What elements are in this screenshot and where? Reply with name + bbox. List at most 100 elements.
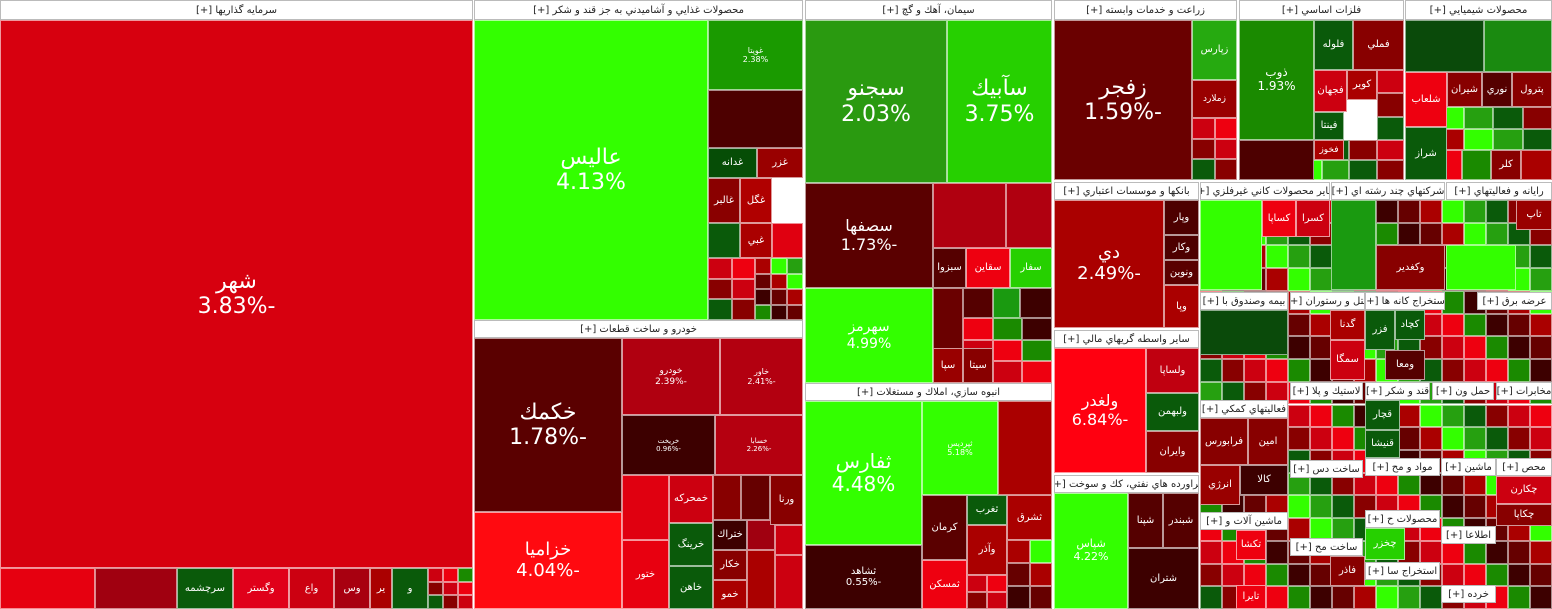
- stock-tile[interactable]: سقاين: [966, 248, 1010, 288]
- sector-header[interactable]: محص [+]: [1496, 458, 1552, 476]
- stock-tile[interactable]: وآذر: [967, 525, 1007, 575]
- sector-header[interactable]: فلزات اساسي [+]: [1239, 0, 1404, 20]
- stock-tile[interactable]: ثفارس 4.48%: [805, 401, 922, 545]
- stock-tile[interactable]: سفار: [1010, 248, 1052, 288]
- sector-header[interactable]: بانكها و موسسات اعتباري [+]: [1054, 182, 1199, 200]
- stock-tile[interactable]: فاذر: [1330, 556, 1365, 586]
- stock-tile[interactable]: شپنا: [1128, 493, 1163, 548]
- stock-tile[interactable]: سآبيك 3.75%: [947, 20, 1052, 183]
- stock-tile[interactable]: و: [392, 568, 428, 609]
- stock-tile[interactable]: ولساپا: [1146, 348, 1199, 393]
- stock-tile[interactable]: كلر: [1491, 150, 1521, 180]
- stock-tile[interactable]: ثشاهد -0.55%: [805, 545, 922, 609]
- sector-header[interactable]: زراعت و خدمات وابسته [+]: [1054, 0, 1237, 20]
- stock-tile[interactable]: كساپا: [1262, 200, 1296, 237]
- stock-tile[interactable]: ذوب 1.93%: [1239, 20, 1314, 140]
- sector-header[interactable]: محصولات غذايي و آشاميدني به جز قند و شكر…: [474, 0, 803, 20]
- stock-tile[interactable]: كوير: [1347, 70, 1377, 100]
- sector-header[interactable]: انبوه سازي، املاك و مستغلات [+]: [805, 383, 1052, 401]
- stock-tile[interactable]: وكغدير: [1376, 245, 1445, 290]
- stock-tile[interactable]: چكارن: [1496, 476, 1552, 504]
- stock-tile[interactable]: فزر: [1365, 310, 1395, 350]
- sector-header[interactable]: عرضه برق [+]: [1477, 292, 1552, 310]
- stock-tile[interactable]: كچاد: [1395, 310, 1425, 340]
- stock-tile[interactable]: خريخت -0.96%: [622, 415, 715, 475]
- stock-tile[interactable]: فخوز: [1314, 140, 1344, 160]
- stock-tile[interactable]: چخزر: [1365, 528, 1405, 560]
- stock-tile[interactable]: ولغدر -6.84%: [1054, 348, 1146, 473]
- stock-tile[interactable]: زملارد: [1192, 80, 1237, 118]
- stock-tile[interactable]: شلعاب: [1405, 72, 1447, 127]
- stock-tile[interactable]: زفجر -1.59%: [1054, 20, 1192, 180]
- stock-tile[interactable]: فلوله: [1314, 20, 1353, 70]
- stock-tile[interactable]: خاهن: [669, 566, 713, 609]
- stock-tile[interactable]: خودرو -2.39%: [622, 338, 720, 415]
- stock-tile[interactable]: پترول: [1512, 72, 1552, 107]
- stock-tile[interactable]: ولبهمن: [1146, 393, 1199, 431]
- stock-tile[interactable]: خكار: [713, 550, 747, 580]
- stock-tile[interactable]: سهرمز 4.99%: [805, 288, 933, 383]
- stock-tile[interactable]: سيتا: [963, 348, 993, 383]
- stock-tile[interactable]: نوري: [1482, 72, 1512, 107]
- stock-tile[interactable]: كرمان: [922, 495, 967, 560]
- stock-tile[interactable]: كالا: [1240, 465, 1288, 495]
- stock-tile[interactable]: وس: [334, 568, 370, 609]
- stock-tile[interactable]: غگل: [740, 178, 772, 223]
- sector-header[interactable]: ساير محصولات كاني غيرفلزي [+]: [1200, 182, 1330, 200]
- stock-tile[interactable]: خكمك -1.78%: [474, 338, 622, 512]
- stock-tile[interactable]: تايرا: [1236, 585, 1266, 609]
- stock-tile[interactable]: ختور: [622, 540, 669, 609]
- stock-tile[interactable]: قچار: [1365, 400, 1400, 430]
- stock-tile[interactable]: سمگا: [1330, 340, 1365, 380]
- stock-tile[interactable]: زپارس: [1192, 20, 1237, 80]
- stock-tile[interactable]: شپاس 4.22%: [1054, 493, 1128, 609]
- stock-tile[interactable]: خسابا -2.26%: [715, 415, 803, 475]
- stock-tile[interactable]: گدنا: [1330, 310, 1365, 340]
- stock-tile[interactable]: غويتا 2.38%: [708, 20, 803, 90]
- stock-tile[interactable]: ختراك: [713, 520, 747, 550]
- sector-header[interactable]: ساير واسطه گريهاي مالي [+]: [1054, 330, 1199, 348]
- sector-header[interactable]: استخراج سا [+]: [1365, 562, 1440, 580]
- stock-tile[interactable]: وكار: [1164, 235, 1199, 260]
- stock-tile[interactable]: وپا: [1164, 285, 1199, 328]
- stock-tile[interactable]: فملي: [1353, 20, 1404, 70]
- stock-tile[interactable]: شبندر: [1163, 493, 1199, 548]
- stock-tile[interactable]: سصفها -1.73%: [805, 183, 933, 288]
- stock-tile[interactable]: دي -2.49%: [1054, 200, 1164, 328]
- sector-header[interactable]: ماشين [+]: [1441, 458, 1496, 476]
- sector-header[interactable]: بيمه وصندوق با [+]: [1200, 292, 1288, 310]
- stock-tile[interactable]: خاور -2.41%: [720, 338, 803, 415]
- stock-tile[interactable]: غالبر: [708, 178, 740, 223]
- sector-header[interactable]: لاستيك و پلا [+]: [1290, 382, 1363, 400]
- stock-tile[interactable]: خزاميا -4.04%: [474, 512, 622, 609]
- stock-tile[interactable]: عاليس 4.13%: [474, 20, 708, 320]
- sector-header[interactable]: مخابرات [+]: [1496, 382, 1552, 400]
- stock-tile[interactable]: خرينگ: [669, 523, 713, 566]
- sector-header[interactable]: خرده [+]: [1441, 585, 1496, 603]
- stock-tile[interactable]: امين: [1248, 418, 1288, 465]
- stock-tile[interactable]: ير: [370, 568, 392, 609]
- stock-tile[interactable]: غبي: [740, 223, 772, 258]
- stock-tile[interactable]: انرژي: [1200, 465, 1240, 505]
- stock-tile[interactable]: فرابورس: [1200, 418, 1248, 465]
- sector-header[interactable]: سرمايه گذاريها [+]: [0, 0, 473, 20]
- sector-header[interactable]: محصولات شيميايي [+]: [1405, 0, 1552, 20]
- stock-tile[interactable]: وگستر: [233, 568, 289, 609]
- stock-tile[interactable]: واع: [289, 568, 334, 609]
- sector-header[interactable]: ماشين آلات و [+]: [1200, 512, 1288, 530]
- sector-header[interactable]: استخراج كانه ها [+]: [1365, 292, 1445, 310]
- sector-header[interactable]: قند و شكر [+]: [1365, 382, 1430, 400]
- sector-header[interactable]: ساخت مح [+]: [1290, 538, 1363, 556]
- stock-tile[interactable]: وپار: [1164, 200, 1199, 235]
- stock-tile[interactable]: تكشا: [1236, 530, 1266, 560]
- sector-header[interactable]: سيمان، آهك و گچ [+]: [805, 0, 1052, 20]
- stock-tile[interactable]: خمحركه: [669, 475, 713, 523]
- stock-tile[interactable]: ثشرق: [1007, 495, 1052, 540]
- stock-tile[interactable]: ثپرديس 5.18%: [922, 401, 998, 495]
- sector-header[interactable]: خودرو و ساخت قطعات [+]: [474, 320, 803, 338]
- sector-header[interactable]: رايانه و فعاليتهاي [+]: [1446, 182, 1552, 200]
- stock-tile[interactable]: غدانه: [708, 148, 757, 178]
- sector-header[interactable]: فراورده هاي نفتي، كك و سوخت [+]: [1054, 475, 1199, 493]
- sector-header[interactable]: اطلاعا [+]: [1441, 526, 1496, 544]
- stock-tile[interactable]: ثغرب: [967, 495, 1007, 525]
